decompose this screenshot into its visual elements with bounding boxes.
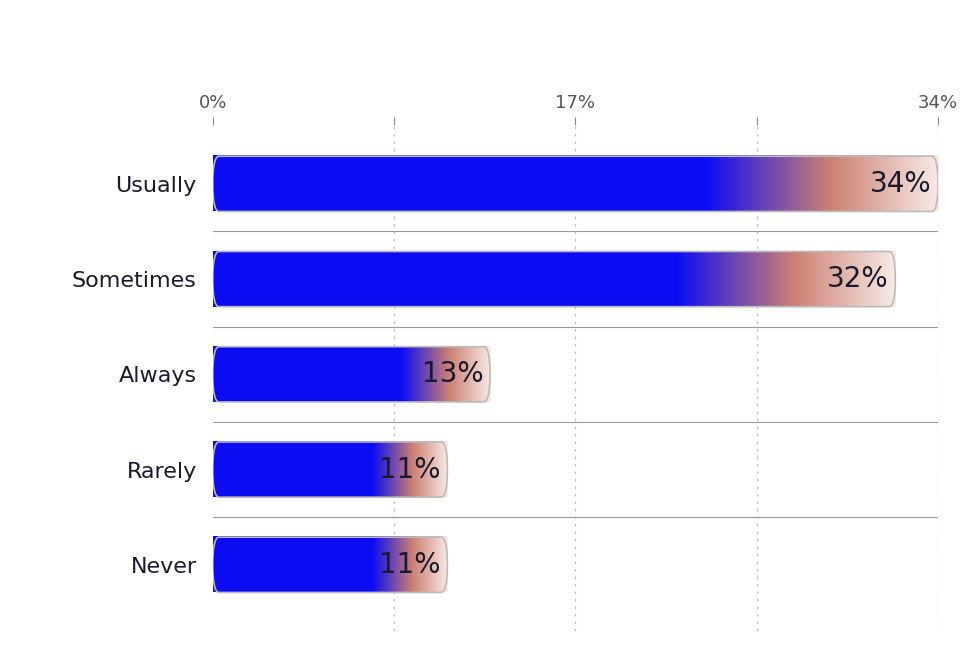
FancyBboxPatch shape <box>213 537 448 592</box>
FancyBboxPatch shape <box>213 347 490 402</box>
Text: 34%: 34% <box>870 170 931 198</box>
FancyBboxPatch shape <box>213 156 938 212</box>
FancyBboxPatch shape <box>213 442 448 497</box>
FancyBboxPatch shape <box>213 251 895 307</box>
Text: 13%: 13% <box>422 360 484 389</box>
Text: 11%: 11% <box>379 456 441 484</box>
Text: 32%: 32% <box>828 265 889 293</box>
Text: 11%: 11% <box>379 551 441 579</box>
